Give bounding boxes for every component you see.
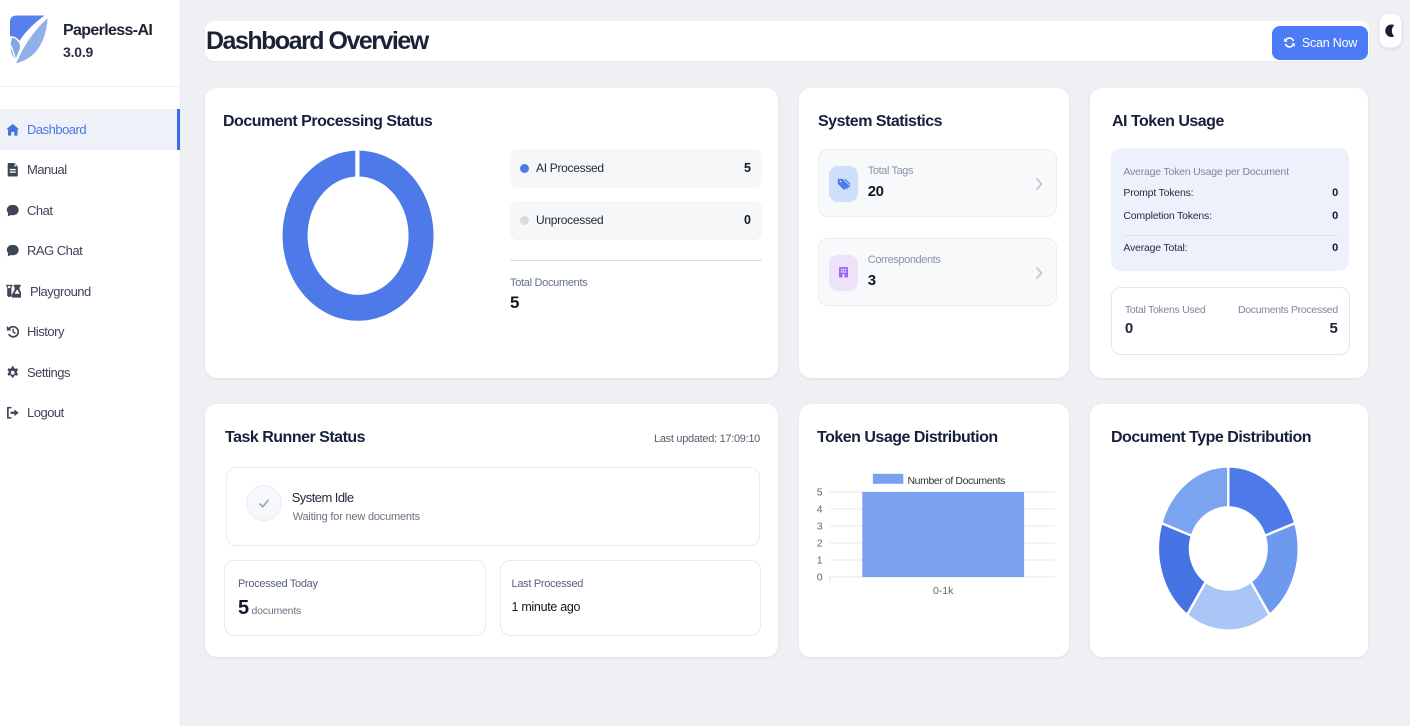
- svg-text:0: 0: [817, 572, 823, 584]
- svg-text:0-1k: 0-1k: [933, 585, 954, 597]
- svg-text:1: 1: [817, 555, 823, 567]
- svg-text:4: 4: [817, 504, 823, 516]
- svg-text:Number of Documents: Number of Documents: [908, 475, 1006, 487]
- svg-text:3: 3: [817, 521, 823, 533]
- svg-text:5: 5: [817, 487, 823, 499]
- svg-text:2: 2: [817, 538, 823, 550]
